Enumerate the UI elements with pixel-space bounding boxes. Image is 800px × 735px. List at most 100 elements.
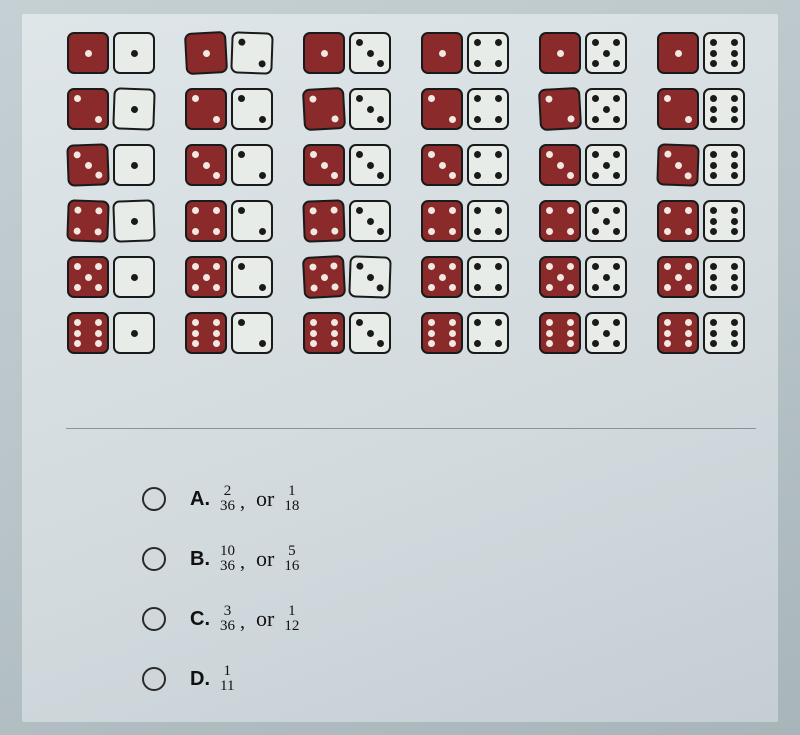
numerator: 10: [220, 544, 235, 559]
die-red-5: [302, 255, 346, 299]
pip: [710, 39, 717, 46]
die-white-6: [703, 144, 745, 186]
pip: [546, 330, 553, 337]
die-red-6: [67, 312, 109, 354]
die-white-1: [113, 32, 155, 74]
pip: [259, 116, 266, 123]
pip: [557, 274, 564, 281]
pip: [675, 50, 682, 57]
pip: [592, 284, 599, 291]
pip: [74, 340, 81, 347]
pip: [377, 340, 384, 347]
pip: [474, 228, 481, 235]
die-red-5: [185, 256, 227, 298]
worksheet-sheet: A.236,or118 B.1036,or516 C. 3 36, or 1 1 2 D.111: [22, 14, 778, 722]
pip: [685, 228, 692, 235]
pip: [213, 340, 220, 347]
pip: [310, 228, 317, 235]
or-text: or: [256, 606, 274, 632]
die-white-1: [112, 87, 155, 130]
denominator: 16: [284, 559, 299, 574]
comma: ,: [240, 551, 245, 578]
denominator: 36: [220, 559, 235, 574]
dice-row: [67, 88, 757, 130]
radio-button[interactable]: [142, 487, 166, 511]
pip: [731, 172, 738, 179]
pip: [377, 284, 384, 291]
pip: [95, 330, 102, 337]
pip: [664, 340, 671, 347]
die-red-3: [185, 144, 227, 186]
pip: [546, 319, 553, 326]
pip: [474, 39, 481, 46]
pip: [321, 50, 328, 57]
pip: [310, 330, 317, 337]
die-white-3: [349, 312, 391, 354]
numerator: 1: [223, 664, 231, 679]
numerator: 2: [224, 484, 232, 499]
radio-button[interactable]: [142, 607, 166, 631]
die-red-2: [538, 87, 582, 131]
die-white-6: [703, 256, 745, 298]
die-white-4: [467, 312, 509, 354]
answer-options: A.236,or118 B.1036,or516 C. 3 36, or 1 1 2 D.111: [142, 480, 301, 720]
dice-pair: [657, 32, 745, 74]
pip: [495, 95, 502, 102]
die-red-1: [657, 32, 699, 74]
die-red-6: [539, 312, 581, 354]
radio-button[interactable]: [142, 547, 166, 571]
die-white-5: [585, 256, 627, 298]
pip: [731, 106, 738, 113]
die-white-2: [231, 256, 273, 298]
pip: [95, 340, 102, 347]
pip: [203, 162, 210, 169]
die-red-1: [303, 32, 345, 74]
pip: [613, 228, 620, 235]
pip: [74, 151, 81, 158]
pip: [95, 228, 102, 235]
pip: [495, 340, 502, 347]
answer-option-c[interactable]: C.336,or112: [142, 600, 301, 638]
pip: [710, 162, 717, 169]
pip: [603, 50, 610, 57]
answer-option-b[interactable]: B.1036,or516: [142, 540, 301, 578]
pip: [710, 151, 717, 158]
pip: [213, 172, 220, 179]
answer-option-a[interactable]: A.236,or118: [142, 480, 301, 518]
pip: [675, 162, 682, 169]
die-white-6: [703, 32, 745, 74]
dice-pair: [67, 256, 155, 298]
pip: [449, 284, 456, 291]
numerator: 1: [288, 484, 296, 499]
pip: [449, 330, 456, 337]
die-white-2: [231, 312, 273, 354]
dice-pair: [303, 88, 391, 130]
die-white-5: [585, 200, 627, 242]
die-red-1: [67, 32, 109, 74]
die-white-2: [231, 200, 273, 242]
pip: [259, 228, 266, 235]
dice-pair: [421, 256, 509, 298]
pip: [331, 115, 338, 122]
pip: [474, 116, 481, 123]
pip: [592, 228, 599, 235]
radio-button[interactable]: [142, 667, 166, 691]
numerator: 3: [224, 604, 232, 619]
option-letter: C.: [190, 608, 218, 631]
pip: [309, 95, 316, 102]
pip: [567, 228, 574, 235]
pip: [557, 162, 564, 169]
pip: [664, 319, 671, 326]
dice-pair: [303, 32, 391, 74]
pip: [731, 274, 738, 281]
pip: [192, 284, 199, 291]
pip: [131, 218, 138, 225]
answer-option-d[interactable]: D.111: [142, 660, 301, 698]
pip: [259, 340, 266, 347]
dice-pair: [657, 312, 745, 354]
dice-pair: [67, 88, 155, 130]
pip: [495, 39, 502, 46]
dice-pair: [303, 256, 391, 298]
pip: [449, 228, 456, 235]
pip: [428, 284, 435, 291]
